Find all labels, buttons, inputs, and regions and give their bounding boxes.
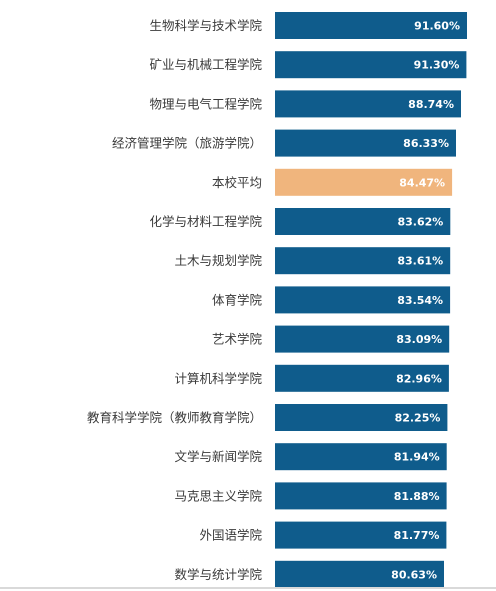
category-label: 生物科学与技术学院 [149, 18, 262, 33]
bars-group: 生物科学与技术学院 91.60% 矿业与机械工程学院 91.30% 物理与电气工程学院 8… [87, 12, 467, 588]
value-label: 81.77% [394, 529, 440, 542]
bottom-rule [0, 587, 496, 589]
category-label: 计算机科学学院 [174, 371, 262, 386]
bar [275, 364, 449, 392]
value-label: 83.62% [397, 216, 443, 229]
value-label: 82.25% [395, 412, 441, 425]
category-label: 土木与规划学院 [174, 253, 262, 268]
bar [275, 560, 444, 588]
value-label: 83.54% [397, 294, 443, 307]
bar [275, 443, 447, 471]
bar [275, 404, 448, 431]
value-label: 84.47% [399, 176, 445, 189]
bar [275, 286, 451, 314]
category-label: 本校平均 [212, 175, 262, 190]
bar [275, 482, 447, 510]
bar-school-average [275, 168, 453, 196]
value-label: 88.74% [408, 98, 454, 111]
value-label: 81.88% [394, 490, 440, 503]
bar [275, 521, 447, 549]
bar [275, 129, 456, 157]
category-label: 马克思主义学院 [174, 488, 262, 503]
value-label: 91.30% [414, 59, 460, 72]
bar [275, 325, 450, 353]
value-label: 80.63% [391, 568, 437, 581]
category-label: 外国语学院 [199, 528, 262, 543]
bar [275, 247, 451, 275]
bar [275, 90, 461, 118]
value-label: 91.60% [414, 20, 460, 33]
bar [275, 208, 451, 235]
category-label: 矿业与机械工程学院 [149, 57, 262, 72]
category-label: 化学与材料工程学院 [149, 214, 262, 229]
value-label: 82.96% [396, 372, 442, 385]
value-label: 81.94% [394, 451, 440, 464]
category-label: 教育科学学院（教师教育学院） [87, 410, 262, 425]
category-label: 经济管理学院（旅游学院） [112, 136, 262, 151]
category-label: 体育学院 [212, 292, 263, 307]
category-label: 文学与新闻学院 [174, 449, 262, 464]
bar [275, 51, 467, 79]
value-label: 83.61% [397, 255, 443, 268]
value-label: 86.33% [403, 137, 449, 150]
category-label: 物理与电气工程学院 [149, 96, 262, 111]
value-label: 83.09% [396, 333, 442, 346]
category-label: 艺术学院 [212, 332, 263, 347]
bar [275, 12, 467, 39]
category-label: 数学与统计学院 [174, 567, 262, 582]
